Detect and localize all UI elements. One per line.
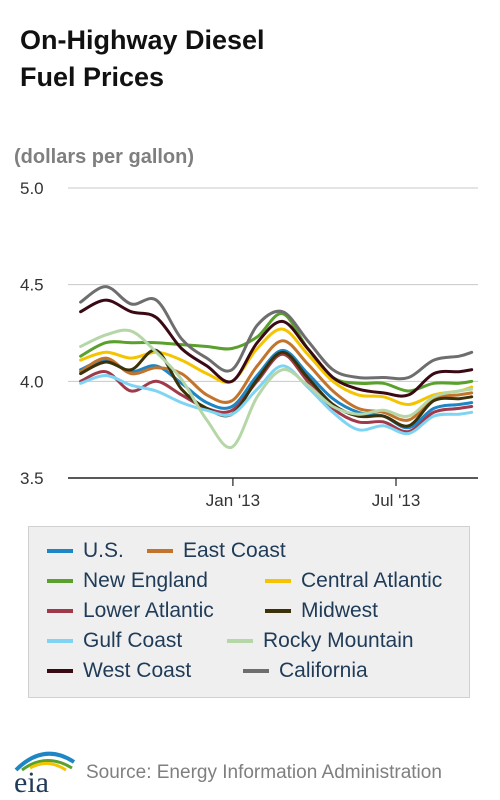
- legend-label: West Coast: [83, 659, 192, 682]
- x-tick-label: Jul '13: [372, 491, 421, 510]
- legend-label: East Coast: [183, 539, 286, 562]
- x-tick-label: Jan '13: [206, 491, 260, 510]
- legend-item: Rocky Mountain: [227, 629, 414, 653]
- legend-label: Midwest: [301, 599, 379, 622]
- series-line-rocky-mountain: [79, 328, 474, 449]
- series-line-gulf-coast: [79, 364, 474, 436]
- legend-item: Central Atlantic: [265, 569, 442, 593]
- legend-item: Midwest: [265, 599, 378, 623]
- series-line-california: [79, 285, 474, 381]
- line-chart: 5.0 4.5 4.0 3.5 Jan '13 Jul '13: [20, 179, 478, 510]
- series-line-u-s: [79, 348, 474, 430]
- x-axis-ticks: Jan '13 Jul '13: [206, 478, 421, 510]
- eia-logo-text: eia: [14, 766, 49, 796]
- y-tick-label: 4.5: [20, 276, 44, 295]
- gridlines: [68, 187, 478, 479]
- legend-label: Gulf Coast: [83, 629, 183, 652]
- legend-swatch: [243, 669, 269, 673]
- legend-swatch: [265, 579, 291, 583]
- legend-label: Lower Atlantic: [83, 599, 214, 622]
- legend-item: East Coast: [147, 539, 286, 563]
- y-tick-label: 4.0: [20, 372, 44, 391]
- legend-swatch: [227, 639, 253, 643]
- legend: U.S. East Coast New England Central Atlanti…: [28, 526, 470, 698]
- legend-swatch: [47, 549, 73, 553]
- legend-swatch: [47, 579, 73, 583]
- legend-label: Central Atlantic: [301, 569, 443, 592]
- legend-swatch: [47, 669, 73, 673]
- legend-swatch: [147, 549, 173, 553]
- chart-title: On-Highway Diesel Fuel Prices: [20, 25, 265, 92]
- y-tick-label: 3.5: [20, 469, 44, 488]
- source-note: Source: Energy Information Administratio…: [86, 762, 442, 783]
- y-axis-ticks: 5.0 4.5 4.0 3.5: [20, 179, 44, 488]
- legend-item: California: [243, 659, 368, 683]
- series-line-lower-atlantic: [79, 352, 474, 434]
- series-line-midwest: [79, 348, 474, 428]
- series-line-east-coast: [79, 339, 474, 422]
- legend-item: New England: [47, 569, 208, 593]
- legend-item: Gulf Coast: [47, 629, 182, 653]
- legend-swatch: [265, 609, 291, 613]
- eia-logo: eia: [14, 751, 76, 796]
- legend-swatch: [47, 609, 73, 613]
- legend-item: West Coast: [47, 659, 191, 683]
- series-line-west-coast: [79, 298, 474, 398]
- legend-item: Lower Atlantic: [47, 599, 214, 623]
- series-lines: [79, 285, 474, 449]
- legend-swatch: [47, 639, 73, 643]
- legend-label: Rocky Mountain: [263, 629, 414, 652]
- legend-label: California: [279, 659, 368, 682]
- legend-item: U.S.: [47, 539, 124, 563]
- y-axis-label: (dollars per gallon): [14, 146, 195, 168]
- legend-label: U.S.: [83, 539, 124, 562]
- y-tick-label: 5.0: [20, 179, 44, 198]
- legend-label: New England: [83, 569, 208, 592]
